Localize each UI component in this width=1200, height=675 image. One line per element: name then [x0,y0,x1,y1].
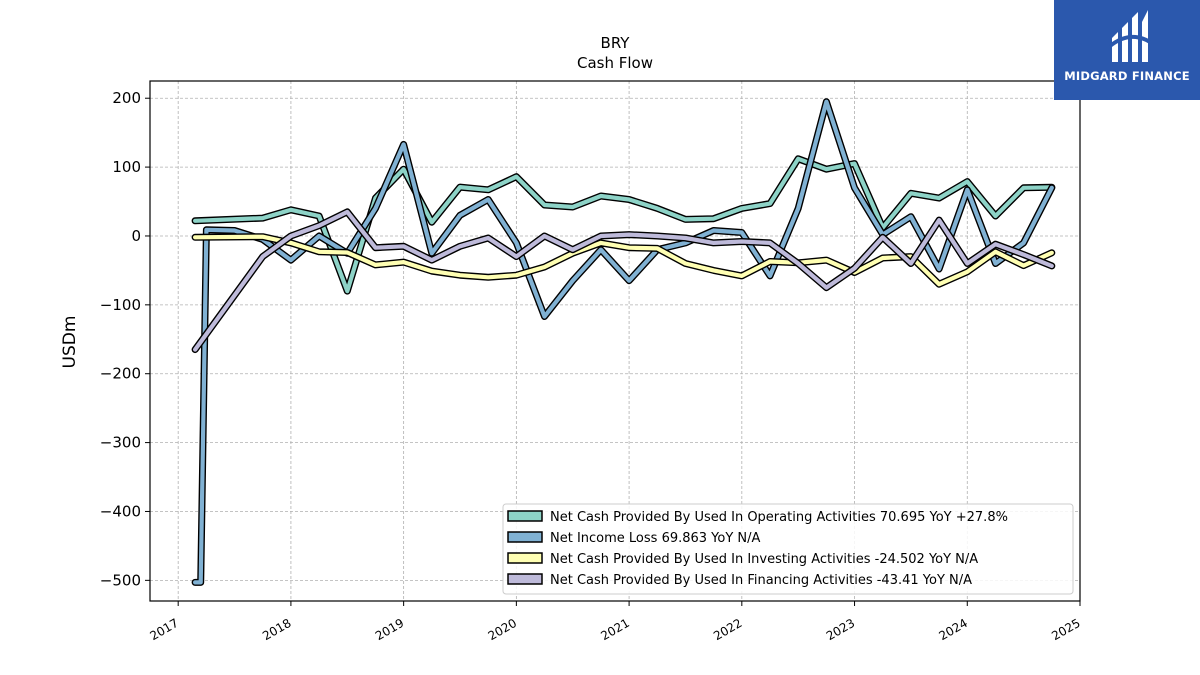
x-axis-ticks: 2017 2018 2019 2020 2021 2022 2023 2024 2025 [147,601,1083,643]
logo-text: MIDGARD FINANCE [1064,69,1190,83]
legend-label-0: Net Cash Provided By Used In Operating A… [550,510,1008,525]
legend-label-2: Net Cash Provided By Used In Investing A… [550,552,978,567]
y-tick-label: 100 [112,158,141,176]
x-tick-label: 2021 [598,616,631,643]
logo-mark-icon [1108,10,1152,62]
chart-subtitle: Cash Flow [577,54,653,72]
y-tick-label: −400 [100,502,141,520]
legend-swatch-3 [507,573,543,585]
chart-title: BRY [601,34,631,52]
y-tick-label: −100 [100,296,141,314]
x-tick-label: 2023 [824,616,857,643]
x-tick-label: 2022 [711,616,744,643]
midgard-finance-logo: MIDGARD FINANCE [1054,0,1200,100]
series-line-1 [193,99,1054,585]
x-tick-label: 2020 [486,616,519,643]
y-axis-label: USDm [60,316,80,369]
y-tick-label: −500 [100,571,141,589]
y-tick-label: 0 [131,227,141,245]
y-tick-label: −200 [100,365,141,383]
series-line-3 [193,209,1054,352]
series-lines [191,98,1056,586]
x-tick-label: 2024 [937,616,970,643]
x-tick-label: 2018 [260,616,293,643]
x-tick-label: 2025 [1049,616,1082,643]
legend-label-1: Net Income Loss 69.863 YoY N/A [550,531,761,546]
legend-swatch-0 [507,510,543,522]
legend-swatch-2 [507,552,543,564]
y-axis-ticks: 200 100 0 −100 −200 −300 −400 −500 [100,89,150,589]
legend-box [502,503,1074,595]
legend-swatch-1 [507,531,543,543]
plot-area-frame [149,80,1081,602]
x-tick-label: 2019 [373,616,406,643]
legend-label-3: Net Cash Provided By Used In Financing A… [550,573,972,588]
x-tick-label: 2017 [147,616,180,643]
legend: Net Cash Provided By Used In Operating A… [502,503,1074,595]
y-tick-label: 200 [112,89,141,107]
y-tick-label: −300 [100,434,141,452]
